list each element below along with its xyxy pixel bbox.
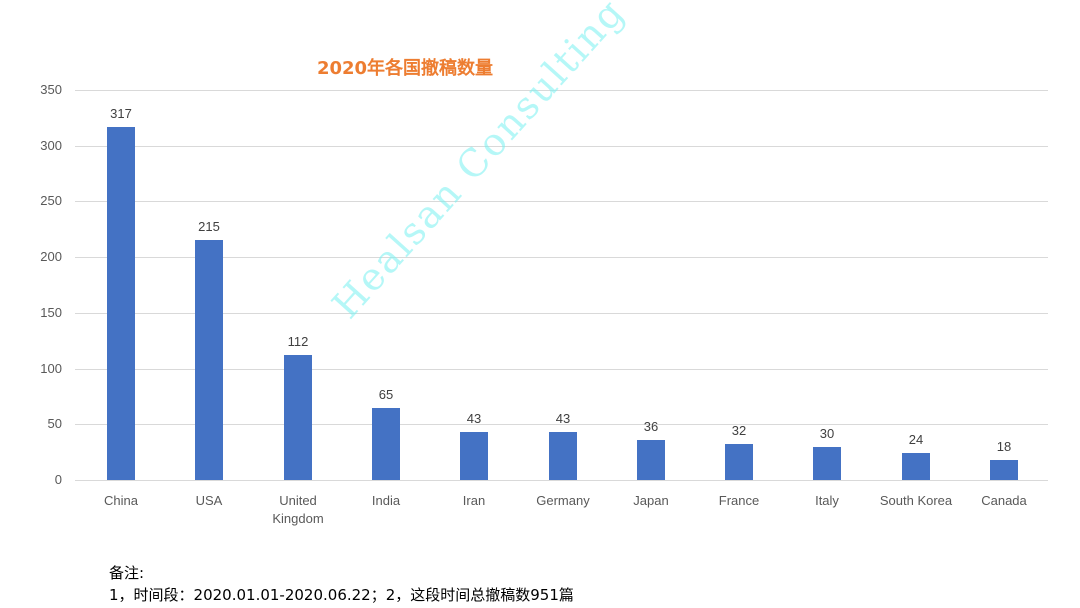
y-tick-label: 100	[40, 361, 62, 376]
bar-japan	[637, 440, 665, 480]
y-tick-label: 300	[40, 138, 62, 153]
bar-italy	[813, 447, 841, 480]
y-tick-label: 150	[40, 305, 62, 320]
data-label: 317	[110, 106, 132, 121]
gridline	[75, 313, 1048, 314]
chart-title: 2020年各国撤稿数量	[316, 58, 494, 79]
gridline	[75, 480, 1048, 481]
y-tick-label: 0	[54, 472, 62, 487]
gridline	[75, 201, 1048, 202]
x-tick-label: Canada	[981, 493, 1027, 508]
bar-china	[107, 127, 135, 480]
y-tick-label: 50	[47, 416, 62, 431]
notes-line: 1，时间段：2020.01.01-2020.06.22；2，这段时间总撤稿数95…	[109, 586, 574, 604]
data-label: 43	[555, 411, 571, 426]
data-label: 30	[819, 426, 835, 441]
data-label: 112	[287, 334, 309, 349]
data-label: 65	[378, 387, 394, 402]
gridline	[75, 369, 1048, 370]
data-label: 43	[466, 411, 482, 426]
x-tick-label: India	[371, 493, 401, 508]
chart-notes: 备注: 1，时间段：2020.01.01-2020.06.22；2，这段时间总撤…	[109, 562, 574, 606]
gridline	[75, 146, 1048, 147]
data-label: 24	[908, 432, 924, 447]
bar-usa	[195, 240, 223, 480]
bar-france	[725, 444, 753, 480]
data-label: 32	[731, 423, 747, 438]
x-tick-label: Japan	[633, 493, 669, 508]
gridline	[75, 424, 1048, 425]
y-tick-label: 250	[40, 193, 62, 208]
x-tick-label: USA	[195, 493, 223, 508]
bar-germany	[549, 432, 577, 480]
data-label: 18	[996, 439, 1012, 454]
y-tick-label: 350	[40, 82, 62, 97]
x-tick-label: Germany	[536, 493, 590, 508]
x-tick-label: Iran	[462, 493, 486, 508]
y-tick-label: 200	[40, 249, 62, 264]
x-tick-label: South Korea	[879, 493, 953, 508]
x-tick-label: Italy	[815, 493, 839, 508]
bar-south-korea	[902, 453, 930, 480]
data-label: 215	[198, 219, 220, 234]
bar-canada	[990, 460, 1018, 480]
gridline	[75, 257, 1048, 258]
bar-iran	[460, 432, 488, 480]
data-label: 36	[643, 419, 659, 434]
gridline	[75, 90, 1048, 91]
bar-united-kingdom	[284, 355, 312, 480]
x-tick-label: France	[718, 493, 760, 508]
bar-india	[372, 408, 400, 480]
x-tick-label: United Kingdom	[272, 493, 324, 526]
notes-heading: 备注:	[109, 564, 145, 582]
x-tick-label: China	[104, 493, 138, 508]
